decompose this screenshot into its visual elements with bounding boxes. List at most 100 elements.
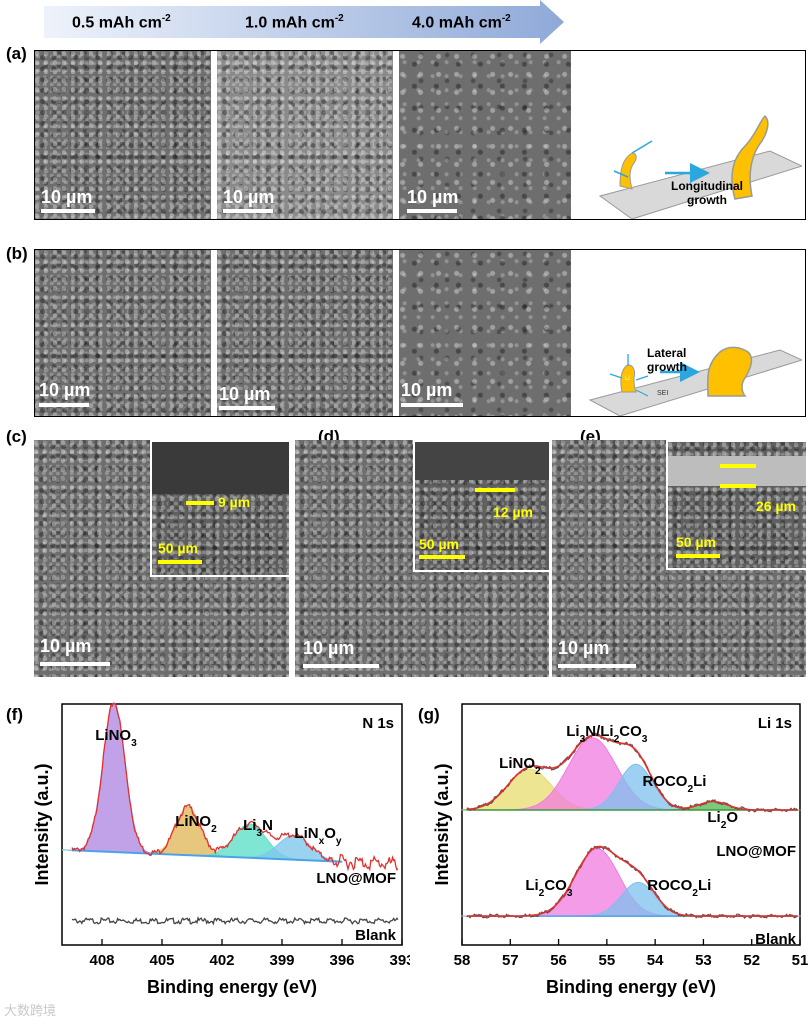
thickness-bar: [186, 501, 214, 505]
xps-li1s-chart: 58 57 56 55 54 53 52 51 Binding energy (eV) Inten…: [432, 703, 809, 997]
thickness-label: 9 µm: [218, 494, 251, 510]
inset-top-layer: [668, 456, 806, 486]
scale-bar: [219, 406, 275, 410]
scale-bar: [40, 662, 110, 666]
x-tick-label: 408: [89, 952, 114, 969]
panel-label-g: (g): [418, 705, 440, 724]
thickness-label: 26 µm: [756, 498, 796, 514]
peak-label: LiNxOy: [294, 825, 342, 847]
scale-bar: [39, 403, 89, 407]
panel-label-b: (b): [6, 244, 28, 263]
peak-label: Li2CO3: [525, 877, 573, 899]
lateral-growth-schematic: [588, 346, 802, 416]
trace-label: LNO@MOF: [716, 843, 796, 860]
x-tick-label: 58: [454, 952, 471, 969]
peak-label: LiNO3: [95, 727, 137, 749]
scale-bar: [303, 664, 379, 668]
scale-label: 10 µm: [39, 380, 91, 400]
sem-image-d: 10 µm 12 µm 50 µm: [295, 440, 549, 677]
sem-image-b1: 10 µm: [35, 250, 211, 416]
sem-image-a2: 10 µm: [217, 51, 393, 219]
panel-label-c: (c): [6, 427, 27, 446]
panel-b: 10 µm 10 µm 10 µm Lateral growth Li SEI: [34, 249, 806, 417]
inset-background: [415, 442, 549, 480]
inset-scale-label: 50 µm: [419, 536, 459, 552]
scale-bar: [407, 209, 457, 213]
peak-label: ROCO2Li: [642, 773, 706, 795]
x-tick-label: 393: [389, 952, 410, 969]
x-tick-label: 399: [269, 952, 294, 969]
arrow-label-1: 0.5 mAh cm-2: [72, 13, 171, 32]
inset-scale-bar: [419, 555, 465, 559]
peak-label: Li3N: [243, 817, 273, 839]
longitudinal-growth-schematic: [598, 114, 802, 219]
trace-label: Blank: [355, 927, 397, 944]
sem-image-e: 10 µm 26 µm 50 µm: [552, 440, 806, 677]
scale-label: 10 µm: [407, 187, 459, 207]
scale-label: 10 µm: [303, 638, 355, 658]
arrow-label-3: 4.0 mAh cm-2: [412, 13, 511, 32]
scale-label: 10 µm: [41, 187, 93, 207]
plot-frame: [61, 703, 403, 946]
top-fit-envelope: [466, 734, 798, 811]
peak-label: ROCO2Li: [647, 877, 711, 899]
x-axis-label: Binding energy (eV): [546, 977, 716, 997]
thickness-bar: [475, 488, 515, 492]
inset-scale-label: 50 µm: [158, 540, 198, 556]
blank-spectrum: [71, 916, 399, 926]
peak-label: LiNO2: [175, 813, 217, 835]
y-axis-label: Intensity (a.u.): [32, 763, 52, 885]
sem-image-b2: 10 µm: [217, 250, 393, 416]
panel-a: 10 µm 10 µm 10 µm Longitudinal growth: [34, 50, 806, 220]
cross-section-inset-c: 9 µm 50 µm: [150, 440, 289, 577]
peak-label: LiNO2: [499, 755, 541, 777]
arrow-label-2: 1.0 mAh cm-2: [245, 13, 344, 32]
raw-spectrum: [71, 702, 399, 872]
x-tick-label: 54: [647, 952, 664, 969]
thickness-bar-bottom: [720, 484, 756, 488]
schematic-label-a: Longitudinal growth: [671, 179, 743, 207]
cross-section-inset-d: 12 µm 50 µm: [413, 440, 549, 572]
panel-label-f: (f): [6, 705, 23, 724]
x-tick-label: 57: [502, 952, 519, 969]
chart-title: Li 1s: [758, 715, 792, 732]
watermark: 大数跨境: [4, 1003, 57, 1018]
x-tick-label: 51: [792, 952, 809, 969]
sem-image-c: 10 µm 9 µm 50 µm: [34, 440, 289, 677]
scale-label: 10 µm: [558, 638, 610, 658]
schematic-label-b: Lateral growth: [647, 346, 687, 374]
sem-image-b3: 10 µm: [399, 250, 571, 416]
scale-label: 10 µm: [219, 384, 271, 404]
x-axis-label: Binding energy (eV): [147, 977, 317, 997]
y-axis-label: Intensity (a.u.): [432, 763, 452, 885]
thickness-bar-top: [720, 464, 756, 468]
scale-bar: [558, 664, 636, 668]
inset-background: [152, 442, 289, 494]
thickness-label: 12 µm: [493, 504, 533, 520]
inset-scale-bar: [158, 560, 202, 564]
chart-title: N 1s: [362, 715, 394, 732]
scale-label: 10 µm: [223, 187, 275, 207]
x-tick-label: 56: [550, 952, 567, 969]
sem-image-a3: 10 µm: [399, 51, 571, 219]
trace-label: Blank: [755, 931, 797, 948]
bottom-fit-envelope: [466, 845, 798, 917]
scale-bar: [223, 209, 273, 213]
inset-scale-label: 50 µm: [676, 534, 716, 550]
peak-label: Li3N/Li2CO3: [566, 723, 648, 745]
li-label: Li: [625, 376, 630, 382]
peak-label: Li2O: [707, 809, 738, 831]
x-tick-label: 405: [149, 952, 174, 969]
sei-label: SEI: [657, 390, 669, 397]
x-tick-label: 53: [695, 952, 712, 969]
panel-label-a: (a): [6, 44, 27, 63]
scale-label: 10 µm: [401, 380, 453, 400]
x-tick-label: 55: [599, 952, 616, 969]
x-tick-label: 52: [743, 952, 760, 969]
x-tick-label: 402: [209, 952, 234, 969]
xps-n1s-chart: 408 405 402 399 396 393 Binding energy (eV) Int…: [32, 702, 410, 997]
scale-bar: [41, 209, 95, 213]
scale-bar: [401, 403, 463, 407]
trace-label: LNO@MOF: [316, 870, 396, 887]
current-density-arrow: [44, 0, 564, 44]
